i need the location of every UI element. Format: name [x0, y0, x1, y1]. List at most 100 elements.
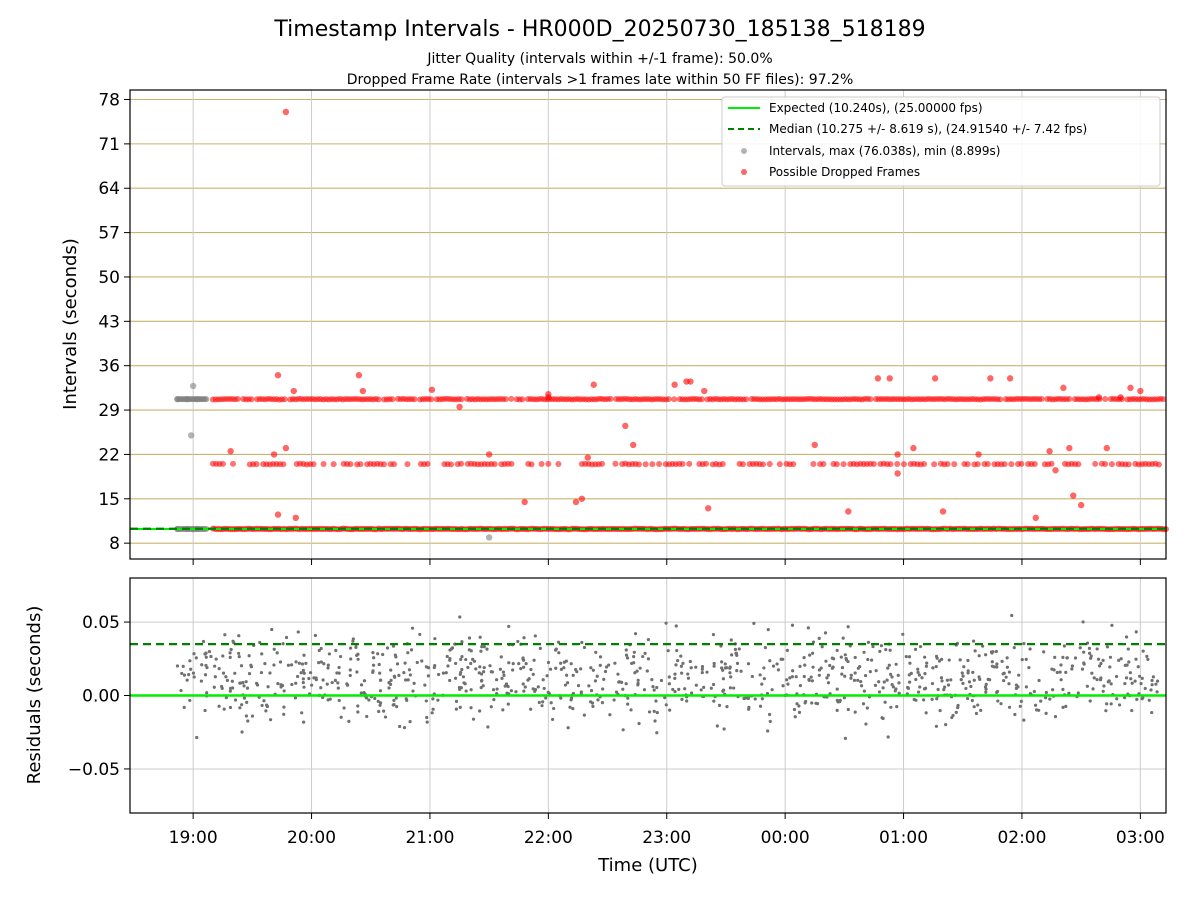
residual-point: [810, 701, 814, 705]
band-point: [357, 461, 364, 468]
band-point: [1108, 461, 1115, 468]
residual-point: [264, 709, 268, 713]
residual-point: [1087, 651, 1092, 655]
residual-point: [239, 664, 244, 668]
band-point: [1155, 461, 1162, 468]
residual-point: [966, 696, 970, 701]
residual-point: [330, 680, 334, 685]
residual-point: [454, 699, 459, 703]
residual-point: [984, 690, 988, 694]
residual-point: [908, 661, 912, 665]
residual-point: [643, 651, 647, 655]
residual-point: [296, 674, 300, 679]
residual-point: [1070, 667, 1074, 671]
residual-point: [809, 675, 813, 679]
data-point: [274, 372, 282, 379]
residual-point: [995, 665, 999, 669]
residual-point: [526, 678, 530, 682]
residual-point: [1130, 681, 1134, 685]
residual-point: [378, 701, 383, 705]
residual-point: [735, 661, 740, 665]
residual-point: [652, 688, 656, 692]
intervals-panel: 8 15 22 29 36 43 50 57 64 71 78 Intervals (seconds…: [60, 89, 1169, 565]
residual-point: [811, 651, 815, 655]
residual-point: [1067, 691, 1071, 695]
band-point: [375, 396, 382, 403]
residual-point: [204, 655, 208, 659]
legend-intervals-label: Intervals, max (76.038s), min (8.899s): [769, 144, 1000, 158]
residual-point: [977, 654, 981, 658]
residual-point: [301, 680, 305, 685]
residual-point: [479, 685, 483, 690]
residual-point: [836, 700, 840, 704]
residual-point: [406, 678, 410, 682]
band-point: [1066, 395, 1073, 402]
residual-point: [571, 673, 575, 677]
data-point: [545, 394, 552, 401]
residual-point: [545, 674, 549, 678]
residual-point: [268, 718, 273, 722]
residual-point: [688, 659, 692, 664]
residual-point: [1136, 665, 1140, 669]
band-point: [389, 396, 396, 403]
residual-point: [541, 700, 545, 704]
residual-point: [192, 675, 196, 679]
residual-point: [1055, 670, 1059, 675]
data-point: [894, 470, 901, 477]
data-point: [274, 511, 282, 518]
residual-point: [771, 664, 776, 668]
residual-point: [325, 682, 329, 686]
residual-point: [426, 674, 430, 678]
residual-point: [1027, 665, 1031, 670]
residual-point: [326, 663, 330, 667]
residual-point: [314, 678, 318, 682]
residual-point: [922, 687, 927, 691]
residual-point: [974, 711, 979, 716]
residual-point: [841, 636, 845, 640]
residual-point: [1089, 654, 1093, 658]
residual-point: [1135, 697, 1139, 702]
residual-point: [1123, 696, 1127, 700]
residual-point: [402, 671, 406, 675]
residual-point: [351, 637, 355, 641]
residual-point: [936, 687, 940, 692]
residual-point: [674, 663, 678, 667]
residual-point: [1133, 679, 1137, 683]
residual-point: [450, 646, 455, 650]
residual-point: [460, 654, 464, 659]
residual-point: [524, 662, 528, 666]
residual-point: [894, 662, 898, 666]
residual-point: [984, 682, 988, 686]
band-point: [347, 461, 354, 468]
residual-point: [1087, 646, 1092, 650]
residual-point: [1058, 670, 1062, 674]
residual-point: [647, 710, 652, 714]
residual-point: [405, 698, 409, 702]
residual-point: [853, 710, 857, 714]
residual-point: [958, 658, 962, 662]
residual-point: [823, 631, 828, 635]
residual-point: [830, 656, 834, 660]
y-tick-label: 22: [98, 445, 120, 465]
residual-point: [785, 648, 789, 652]
residual-point: [403, 661, 407, 665]
residual-point: [817, 673, 821, 677]
residual-point: [426, 666, 431, 670]
residual-y-tick-label: 0.00: [82, 687, 120, 707]
band-point: [1102, 396, 1109, 403]
residual-point: [995, 662, 999, 666]
data-point: [894, 451, 901, 458]
residual-point: [521, 682, 525, 686]
grey-band-point: [203, 396, 210, 403]
residual-point: [664, 621, 668, 625]
residual-point: [304, 661, 308, 665]
residual-point: [702, 685, 706, 689]
band-point: [743, 396, 750, 403]
residual-point: [376, 699, 380, 703]
residual-point: [333, 678, 337, 682]
residual-point: [458, 615, 462, 619]
residual-point: [766, 729, 770, 733]
residual-point: [336, 681, 340, 685]
band-point: [686, 460, 693, 467]
residual-point: [896, 673, 900, 677]
